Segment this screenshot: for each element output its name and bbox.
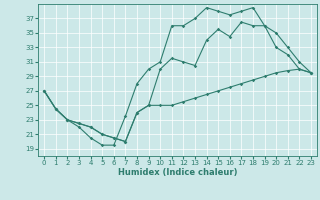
X-axis label: Humidex (Indice chaleur): Humidex (Indice chaleur) — [118, 168, 237, 177]
